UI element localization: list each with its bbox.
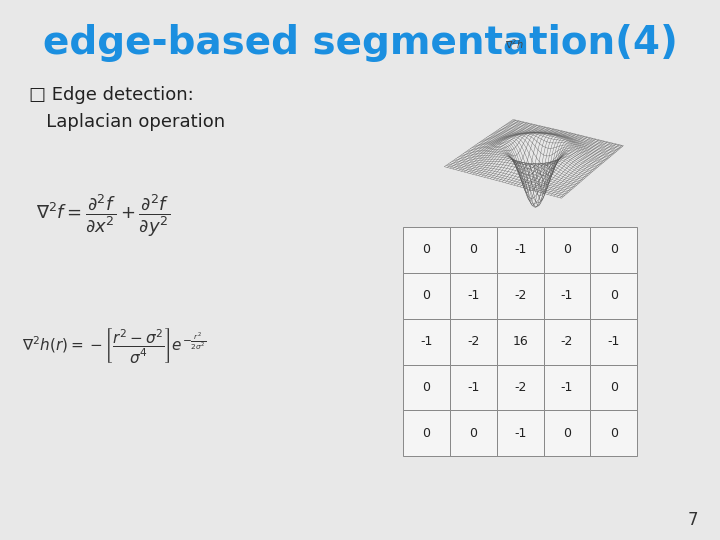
Bar	[590, 410, 637, 456]
Text: 0: 0	[423, 427, 431, 440]
Text: 0: 0	[610, 289, 618, 302]
Bar	[450, 319, 497, 364]
Text: -1: -1	[514, 427, 526, 440]
Bar	[403, 319, 450, 364]
Text: 0: 0	[423, 243, 431, 256]
Bar	[450, 410, 497, 456]
Text: -1: -1	[561, 289, 573, 302]
Text: -1: -1	[514, 243, 526, 256]
Bar	[497, 319, 544, 364]
Text: $\nabla^2 h$: $\nabla^2 h$	[505, 38, 524, 51]
Text: 0: 0	[610, 427, 618, 440]
Bar	[450, 273, 497, 319]
Bar	[403, 273, 450, 319]
Bar	[497, 364, 544, 410]
Text: -1: -1	[420, 335, 433, 348]
Text: -2: -2	[514, 381, 526, 394]
Bar	[590, 364, 637, 410]
Text: 0: 0	[563, 427, 571, 440]
Text: $\nabla^2 f = \dfrac{\partial^2 f}{\partial x^2} + \dfrac{\partial^2 f}{\partial: $\nabla^2 f = \dfrac{\partial^2 f}{\part…	[36, 193, 170, 239]
Text: -2: -2	[467, 335, 480, 348]
Bar	[403, 410, 450, 456]
Text: 0: 0	[423, 289, 431, 302]
Bar	[403, 364, 450, 410]
Text: □ Edge detection:
   Laplacian operation: □ Edge detection: Laplacian operation	[29, 86, 225, 131]
Bar	[497, 410, 544, 456]
Bar	[544, 410, 590, 456]
Bar	[497, 273, 544, 319]
Text: $\nabla^2 h(r) = -\left[\dfrac{r^2 - \sigma^2}{\sigma^4}\right] e^{-\frac{r^2}{2: $\nabla^2 h(r) = -\left[\dfrac{r^2 - \si…	[22, 326, 206, 365]
Bar	[544, 273, 590, 319]
Bar	[590, 319, 637, 364]
Bar	[497, 227, 544, 273]
Bar	[544, 364, 590, 410]
Bar	[544, 319, 590, 364]
Bar	[403, 227, 450, 273]
Text: edge-based segmentation(4): edge-based segmentation(4)	[42, 24, 678, 62]
Text: 16: 16	[513, 335, 528, 348]
Bar	[450, 364, 497, 410]
Bar	[450, 227, 497, 273]
Text: 0: 0	[563, 243, 571, 256]
Text: -2: -2	[561, 335, 573, 348]
Bar	[590, 227, 637, 273]
Bar	[590, 273, 637, 319]
Text: -2: -2	[514, 289, 526, 302]
Text: 0: 0	[469, 427, 477, 440]
Text: -1: -1	[467, 381, 480, 394]
Text: 0: 0	[469, 243, 477, 256]
Text: 7: 7	[688, 511, 698, 529]
Text: -1: -1	[467, 289, 480, 302]
Text: 0: 0	[610, 381, 618, 394]
Text: -1: -1	[561, 381, 573, 394]
Bar	[544, 227, 590, 273]
Text: 0: 0	[610, 243, 618, 256]
Text: -1: -1	[608, 335, 620, 348]
Text: 0: 0	[423, 381, 431, 394]
